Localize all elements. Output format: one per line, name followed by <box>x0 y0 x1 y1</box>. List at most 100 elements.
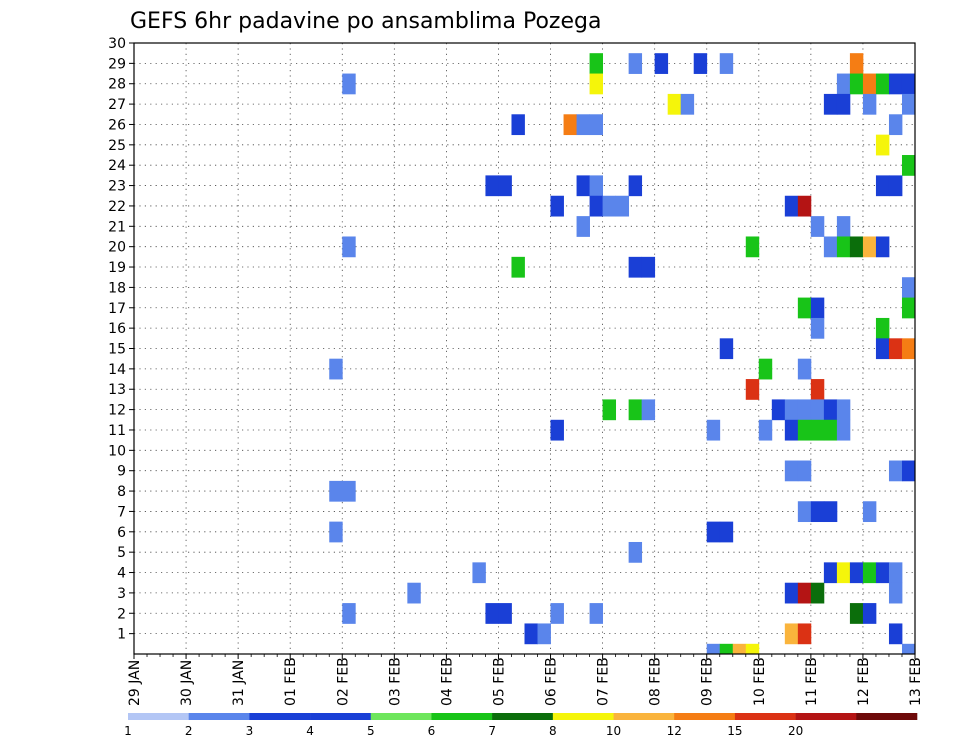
heatmap-cell <box>888 73 903 95</box>
x-tick-label: 13 FEB <box>908 657 924 706</box>
heatmap-cell <box>849 236 864 258</box>
heatmap-cell <box>641 399 656 421</box>
chart-title: GEFS 6hr padavine po ansamblima Pozega <box>130 9 601 34</box>
heatmap-cell <box>680 93 695 115</box>
heatmap-cell <box>407 582 421 604</box>
heatmap-cell <box>511 114 525 136</box>
legend-swatch <box>795 713 857 720</box>
data-cells <box>329 53 916 655</box>
heatmap-cell <box>836 236 851 258</box>
heatmap-cell <box>810 419 825 441</box>
heatmap-cell <box>888 623 903 645</box>
legend-label: 8 <box>549 724 557 738</box>
heatmap-cell <box>823 399 838 421</box>
y-tick-label: 26 <box>108 117 126 133</box>
legend-label: 10 <box>606 724 621 738</box>
y-tick-label: 17 <box>108 301 126 317</box>
x-tick-label: 11 FEB <box>804 657 820 706</box>
heatmap-cell <box>901 338 916 360</box>
heatmap-cell <box>901 460 916 482</box>
heatmap-cell <box>589 53 603 74</box>
heatmap-cell <box>797 358 812 380</box>
heatmap-cell <box>901 643 916 655</box>
heatmap-cell <box>589 175 603 197</box>
legend-swatch <box>492 713 554 720</box>
y-tick-label: 2 <box>117 606 126 622</box>
y-tick-label: 20 <box>108 240 126 256</box>
heatmap-cell <box>810 216 825 237</box>
y-tick-label: 23 <box>108 179 126 195</box>
heatmap-cell <box>719 338 734 360</box>
heatmap-cell <box>589 195 603 217</box>
legend-swatch <box>856 713 918 720</box>
y-tick-label: 18 <box>108 280 126 296</box>
heatmap-cell <box>498 603 512 624</box>
heatmap-cell <box>875 134 890 156</box>
heatmap-cell <box>849 73 864 95</box>
legend-label: 5 <box>367 724 375 738</box>
legend-label: 6 <box>428 724 436 738</box>
heatmap-cell <box>797 460 812 482</box>
x-tick-label: 29 JAN <box>127 660 143 706</box>
heatmap-cell <box>342 73 356 95</box>
heatmap-cell <box>732 643 747 655</box>
heatmap-cell <box>784 623 799 645</box>
heatmap-cell <box>498 175 512 197</box>
legend-label: 7 <box>488 724 496 738</box>
y-tick-label: 14 <box>108 362 126 378</box>
heatmap-cell <box>550 419 564 441</box>
heatmap-cell <box>797 195 812 217</box>
legend-swatch <box>370 713 432 720</box>
heatmap-cell <box>641 256 656 278</box>
heatmap-cell <box>706 643 721 655</box>
heatmap-cell <box>706 521 721 543</box>
x-tick-label: 05 FEB <box>491 657 507 706</box>
legend-label: 2 <box>185 724 193 738</box>
heatmap-cell <box>875 562 890 584</box>
grid-lines <box>134 43 915 654</box>
y-tick-label: 25 <box>108 138 126 154</box>
heatmap-cell <box>342 603 356 624</box>
x-tick-label: 30 JAN <box>179 660 195 706</box>
x-axis: 29 JAN 30 JAN 31 JAN 01 FEB 02 FEB 03 FEB 04 F… <box>127 654 924 706</box>
legend-swatch <box>310 713 372 720</box>
heatmap-cell <box>836 93 851 115</box>
heatmap-cell <box>836 73 851 95</box>
heatmap-cell <box>628 175 643 197</box>
y-tick-label: 3 <box>117 586 126 602</box>
heatmap-cell <box>784 195 799 217</box>
legend-swatch <box>674 713 736 720</box>
legend-label: 1 <box>124 724 132 738</box>
heatmap-cell <box>888 562 903 584</box>
heatmap-cell <box>628 399 643 421</box>
heatmap-cell <box>810 582 825 604</box>
heatmap-cell <box>823 501 838 523</box>
heatmap-cell <box>875 317 890 339</box>
heatmap-cell <box>862 236 877 258</box>
color-legend: 1 2 3 4 5 6 7 8 10 12 15 20 <box>124 713 918 738</box>
heatmap-cell <box>628 53 643 74</box>
legend-swatch <box>128 713 189 720</box>
heatmap-cell <box>901 93 916 115</box>
heatmap-cell <box>901 297 916 319</box>
x-tick-label: 31 JAN <box>231 660 247 706</box>
y-tick-label: 16 <box>108 321 126 337</box>
y-tick-label: 15 <box>108 342 126 358</box>
heatmap-cell <box>888 338 903 360</box>
heatmap-cell <box>602 399 617 421</box>
heatmap-cell <box>485 603 499 624</box>
heatmap-cell <box>342 480 356 502</box>
heatmap-cell <box>628 256 643 278</box>
y-tick-label: 5 <box>117 545 126 561</box>
heatmap-cell <box>784 582 799 604</box>
y-axis: 1234567891011121314151617181920212223242… <box>108 36 134 643</box>
heatmap-cell <box>797 582 812 604</box>
heatmap-cell <box>797 297 812 319</box>
heatmap-cell <box>784 460 799 482</box>
x-tick-label: 04 FEB <box>439 657 455 706</box>
heatmap-cell <box>823 562 838 584</box>
x-tick-label: 03 FEB <box>387 657 403 706</box>
y-tick-label: 22 <box>108 199 126 215</box>
heatmap-cell <box>823 93 838 115</box>
heatmap-cell <box>901 73 916 95</box>
